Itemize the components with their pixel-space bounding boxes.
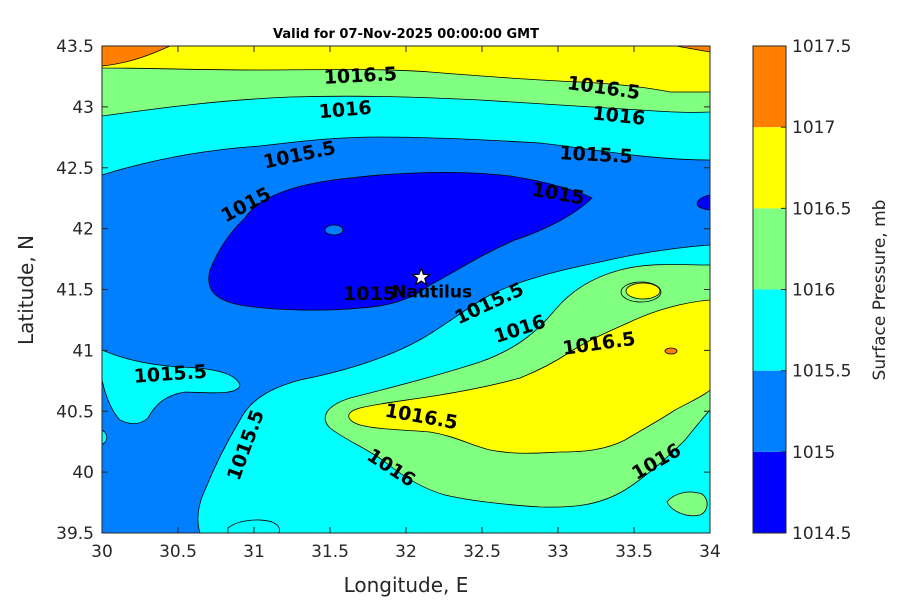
band-1017-northeast	[675, 46, 710, 53]
band-1015.5-west	[102, 349, 241, 424]
colorbar: 1014.5 1015 1015.5 1016 1016.5 1017 1017.5	[752, 37, 851, 544]
contour-label: 1016	[591, 102, 646, 129]
colorbar-segment	[753, 127, 786, 209]
contour-label: 1015.5	[133, 361, 208, 388]
y-tick-label: 43.5	[56, 37, 94, 57]
colorbar-segment	[753, 289, 786, 371]
y-tick-label: 41	[72, 341, 94, 361]
colorbar-segment	[753, 46, 786, 128]
colorbar-tick-label: 1017.5	[792, 37, 851, 57]
band-1016.5-island	[625, 282, 661, 300]
colorbar-segment	[753, 370, 786, 452]
nautilus-marker: Nautilus	[392, 266, 472, 302]
colorbar-label: Surface Pressure, mb	[870, 200, 890, 381]
y-tick-label: 40.5	[56, 402, 94, 422]
x-tick-label: 31	[243, 542, 265, 562]
colorbar-tick-label: 1016	[792, 281, 835, 301]
contour-label: 1016.5	[323, 63, 397, 89]
x-tick-label: 34	[699, 542, 721, 562]
colorbar-tick-label: 1014.5	[792, 524, 851, 544]
x-tick-label: 33.5	[615, 542, 653, 562]
y-tick-label: 41.5	[56, 281, 94, 301]
x-tick-label: 32.5	[463, 542, 501, 562]
colorbar-tick-label: 1016.5	[792, 199, 851, 219]
contour-label: 1015.5	[559, 142, 633, 168]
contour-label: 1016	[318, 97, 373, 124]
band-1014.5-east	[696, 194, 710, 211]
x-tick-label: 30	[91, 542, 113, 562]
band-1016-southeast	[666, 491, 708, 517]
band-1017-dot	[664, 347, 678, 355]
band-1014.5-pocket	[324, 224, 344, 236]
chart-title: Valid for 07-Nov-2025 00:00:00 GMT	[273, 27, 539, 42]
y-axis-ticks: 39.5 40 40.5 41 41.5 42 42.5 43 43.5	[56, 37, 710, 544]
x-tick-label: 31.5	[311, 542, 349, 562]
band-1016.5-south	[348, 299, 710, 454]
x-axis-label: Longitude, E	[344, 573, 469, 597]
colorbar-segment	[753, 451, 786, 533]
band-1017-north	[102, 46, 171, 67]
y-tick-label: 40	[72, 463, 94, 483]
star-icon	[410, 266, 432, 286]
band-1014.5-core	[208, 171, 593, 311]
colorbar-segment	[753, 208, 786, 290]
x-tick-label: 30.5	[159, 542, 197, 562]
y-tick-label: 42	[72, 220, 94, 240]
marker-label: Nautilus	[392, 282, 472, 302]
y-axis-label: Latitude, N	[14, 235, 38, 345]
x-tick-label: 32	[395, 542, 417, 562]
contour-label: 1015	[343, 283, 396, 305]
y-tick-label: 43	[72, 98, 94, 118]
x-tick-label: 33	[547, 542, 569, 562]
x-axis-ticks: 30 30.5 31 31.5 32 32.5 33 33.5 34	[91, 46, 721, 562]
colorbar-tick-label: 1015.5	[792, 362, 851, 382]
y-tick-label: 39.5	[56, 524, 94, 544]
colorbar-tick-label: 1015	[792, 443, 835, 463]
y-tick-label: 42.5	[56, 159, 94, 179]
band-1016.5-north	[102, 46, 710, 93]
colorbar-tick-label: 1017	[792, 118, 835, 138]
